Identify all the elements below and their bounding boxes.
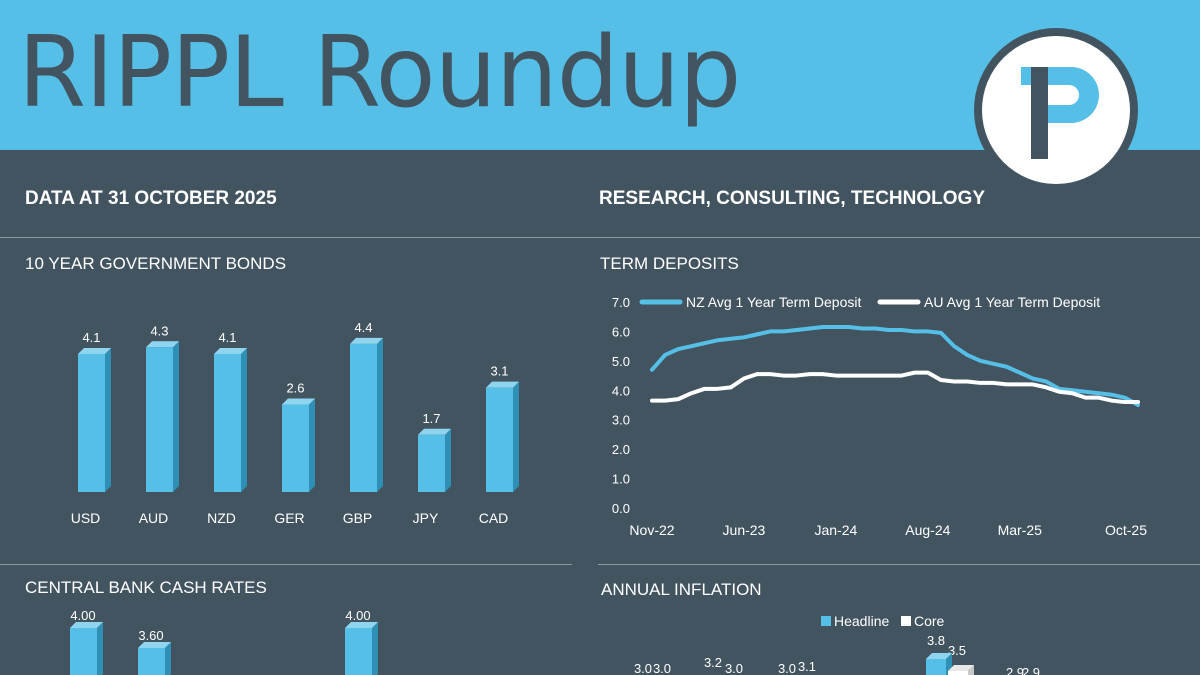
bar-value-label: 3.5 <box>948 643 966 658</box>
term-deposits-chart: 0.0 1.0 2.0 3.0 4.0 5.0 6.0 7.0 Nov-22 Jun-23 Jan-… <box>612 294 1147 538</box>
left-divider <box>0 564 572 565</box>
bar-value-label: 4.00 <box>70 608 95 623</box>
cash-bar <box>70 622 103 675</box>
cash-bar <box>345 622 378 675</box>
inflation-title: ANNUAL INFLATION <box>601 580 762 599</box>
bar-value-label: 3.0 <box>634 661 652 675</box>
bar-value-label: 4.1 <box>218 330 236 345</box>
bar-value-label: 3.1 <box>490 364 508 379</box>
bar-usd <box>78 347 111 492</box>
bar-value-label: 4.00 <box>345 608 370 623</box>
x-tick-label: AUD <box>139 510 169 526</box>
legend-label: NZ Avg 1 Year Term Deposit <box>686 294 861 310</box>
x-tick-label: GER <box>274 510 304 526</box>
bar-value-label: 2.9 <box>1006 665 1024 675</box>
bar-value-label: 2.6 <box>286 380 304 395</box>
bar-value-label: 4.3 <box>150 323 168 338</box>
rippl-logo <box>974 28 1138 192</box>
x-tick-label: Aug-24 <box>905 522 950 538</box>
header-divider <box>0 237 1200 238</box>
x-tick-label: Oct-25 <box>1105 522 1147 538</box>
bar-aud <box>146 341 179 492</box>
bonds-title: 10 YEAR GOVERNMENT BONDS <box>25 254 287 273</box>
bar-cad <box>486 381 519 492</box>
inflation-bar-headline <box>926 653 952 675</box>
legend-swatch-headline <box>821 616 831 626</box>
bar-value-label: 3.0 <box>653 661 671 675</box>
x-tick-label: USD <box>71 510 101 526</box>
bonds-chart: 4.1 USD 4.3 AUD 4.1 NZD 2.6 GER 4.4 GBP 1.7 JPY 3.1 C… <box>71 320 519 526</box>
x-tick-label: CAD <box>479 510 509 526</box>
y-tick-label: 1.0 <box>612 472 630 487</box>
y-tick-label: 3.0 <box>612 413 630 428</box>
y-tick-label: 0.0 <box>612 501 630 516</box>
bar-value-label: 3.2 <box>704 655 722 670</box>
right-divider <box>598 564 1200 565</box>
bar-value-label: 1.7 <box>422 411 440 426</box>
x-tick-label: GBP <box>343 510 373 526</box>
x-tick-label: JPY <box>413 510 439 526</box>
bar-value-label: 3.8 <box>927 633 945 648</box>
x-tick-label: NZD <box>207 510 236 526</box>
bar-jpy <box>418 428 451 492</box>
series-line-au <box>650 370 1140 405</box>
bar-value-label: 2.9 <box>1022 665 1040 675</box>
y-tick-label: 5.0 <box>612 354 630 369</box>
legend-label: Headline <box>834 613 889 629</box>
legend-swatch-core <box>901 616 911 626</box>
y-tick-label: 7.0 <box>612 295 630 310</box>
date-heading: DATA AT 31 OCTOBER 2025 <box>25 188 277 209</box>
bar-value-label: 3.0 <box>725 661 743 675</box>
bar-value-label: 3.60 <box>138 628 163 643</box>
legend-label: AU Avg 1 Year Term Deposit <box>924 294 1100 310</box>
cash-rates-chart: 4.00 3.60 4.00 <box>70 608 378 675</box>
cash-title: CENTRAL BANK CASH RATES <box>25 578 267 597</box>
tagline-heading: RESEARCH, CONSULTING, TECHNOLOGY <box>599 188 985 209</box>
deposits-title: TERM DEPOSITS <box>600 254 739 273</box>
x-tick-label: Nov-22 <box>629 522 674 538</box>
page-title: RIPPL Roundup <box>18 16 741 130</box>
bar-value-label: 3.1 <box>798 659 816 674</box>
x-tick-label: Jun-23 <box>723 522 766 538</box>
y-tick-label: 2.0 <box>612 442 630 457</box>
cash-bar <box>138 642 171 675</box>
bar-gbp <box>350 337 383 492</box>
series-line-nz <box>650 325 1140 407</box>
bar-ger <box>282 398 315 492</box>
x-tick-label: Mar-25 <box>998 522 1043 538</box>
bar-value-label: 4.4 <box>354 320 372 335</box>
bar-value-label: 4.1 <box>82 330 100 345</box>
bar-nzd <box>214 347 247 492</box>
y-tick-label: 6.0 <box>612 324 630 339</box>
bar-value-label: 3.0 <box>778 661 796 675</box>
inflation-bar-core <box>948 665 974 675</box>
x-tick-label: Jan-24 <box>814 522 857 538</box>
y-tick-label: 4.0 <box>612 383 630 398</box>
legend-label: Core <box>914 613 945 629</box>
